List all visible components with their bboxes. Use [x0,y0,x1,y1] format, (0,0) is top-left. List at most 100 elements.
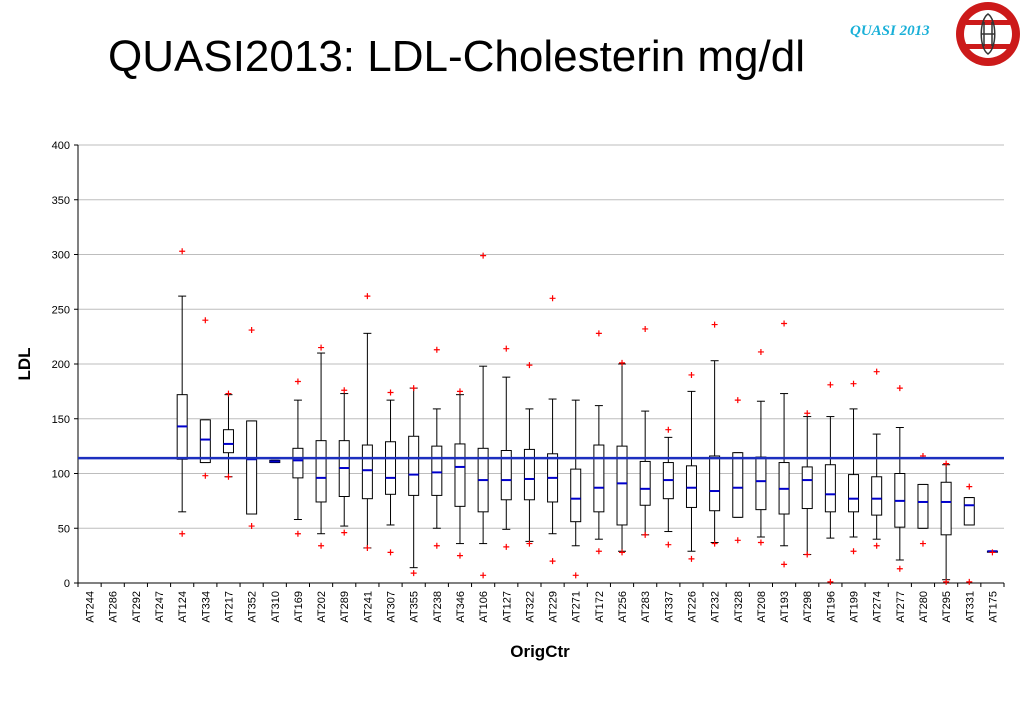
outlier-point [896,565,903,572]
x-tick-label: AT241 [362,591,374,623]
outlier-point [827,578,834,585]
x-tick-label: AT328 [733,591,745,623]
x-tick-label: AT172 [594,591,606,623]
x-tick-label: AT169 [293,591,305,623]
outlier-point [410,570,417,577]
outlier-point [711,540,718,547]
y-tick-label: 50 [58,523,70,535]
outlier-point [503,543,510,550]
x-tick-label: AT274 [872,591,884,623]
x-tick-label: AT106 [478,591,490,623]
y-tick-label: 150 [52,414,70,426]
outlier-point [480,252,487,259]
seal-emblem-stroke [981,22,995,46]
x-tick-label: AT232 [710,591,722,623]
y-tick-label: 200 [52,359,70,371]
box-iqr [292,447,304,479]
x-tick-label: AT193 [779,591,791,623]
box-iqr [361,444,373,500]
outlier-point [757,539,764,546]
box-iqr [431,445,443,496]
outlier-point [642,325,649,332]
y-axis-label: LDL [15,347,34,380]
outlier-point [387,389,394,396]
outlier-point [619,359,626,366]
outlier-point [526,540,533,547]
box-iqr [709,455,721,512]
x-tick-label: AT256 [617,591,629,623]
outlier-point [595,330,602,337]
outlier-point [225,473,232,480]
box-iqr [732,452,744,518]
seal-band-top [966,20,1010,25]
x-tick-label: AT295 [941,591,953,623]
box-iqr [755,456,767,511]
outlier-point [456,388,463,395]
outlier-point [804,551,811,558]
outlier-point [294,378,301,385]
outlier-point [781,561,788,568]
outlier-point [827,381,834,388]
outlier-point [549,558,556,565]
outlier-point [734,537,741,544]
outlier-point [318,542,325,549]
outlier-point [896,385,903,392]
x-tick-label: AT334 [200,591,212,623]
x-tick-label: AT208 [756,591,768,623]
outlier-point [966,483,973,490]
box-iqr [848,474,860,513]
logo-seal-icon [956,2,1020,66]
x-tick-label: AT175 [987,591,999,623]
x-tick-label: AT283 [640,591,652,623]
box-iqr [246,420,258,515]
outlier-point [989,549,996,556]
outlier-point [850,548,857,555]
outlier-point [433,346,440,353]
x-tick-label: AT238 [432,591,444,623]
y-tick-label: 250 [52,304,70,316]
box-iqr [871,476,883,516]
x-tick-label: AT217 [223,591,235,623]
x-tick-label: AT277 [895,591,907,623]
box-iqr [570,468,582,523]
outlier-point [873,368,880,375]
outlier-point [549,295,556,302]
x-tick-label: AT247 [154,591,166,623]
outlier-point [225,390,232,397]
outlier-point [943,578,950,585]
outlier-point [364,544,371,551]
box-iqr [454,443,466,507]
logo-text: QUASI 2013 [850,23,930,39]
y-tick-label: 350 [52,195,70,207]
x-tick-label: AT229 [548,591,560,623]
outlier-point [526,362,533,369]
outlier-point [248,523,255,530]
y-axis-ticks: 0 50 100 150 200 250 300 350 400 [52,140,78,590]
box-iqr [917,483,929,529]
x-tick-label: AT292 [131,591,143,623]
x-axis-ticks: AT244 AT286 AT292 AT247 AT124 AT334 AT217 AT352… [77,583,1005,623]
outlier-point [757,348,764,355]
outlier-point [665,426,672,433]
slide-title: QUASI2013: LDL-Cholesterin mg/dl [108,32,805,81]
box-iqr [685,465,697,508]
outlier-point [410,385,417,392]
box-iqr [222,429,234,454]
outlier-point [850,380,857,387]
x-tick-label: AT310 [270,591,282,623]
y-tick-label: 400 [52,140,70,152]
x-tick-label: AT322 [524,591,536,623]
box-iqr [639,460,651,506]
seal-emblem [980,13,996,55]
box-iqr [199,419,211,464]
outlier-point [642,531,649,538]
x-tick-label: AT199 [849,591,861,623]
y-tick-label: 0 [64,578,70,590]
x-tick-label: AT337 [663,591,675,623]
x-tick-label: AT298 [802,591,814,623]
outlier-point [619,549,626,556]
outlier-point [572,572,579,579]
outlier-point [480,572,487,579]
outlier-point [341,529,348,536]
